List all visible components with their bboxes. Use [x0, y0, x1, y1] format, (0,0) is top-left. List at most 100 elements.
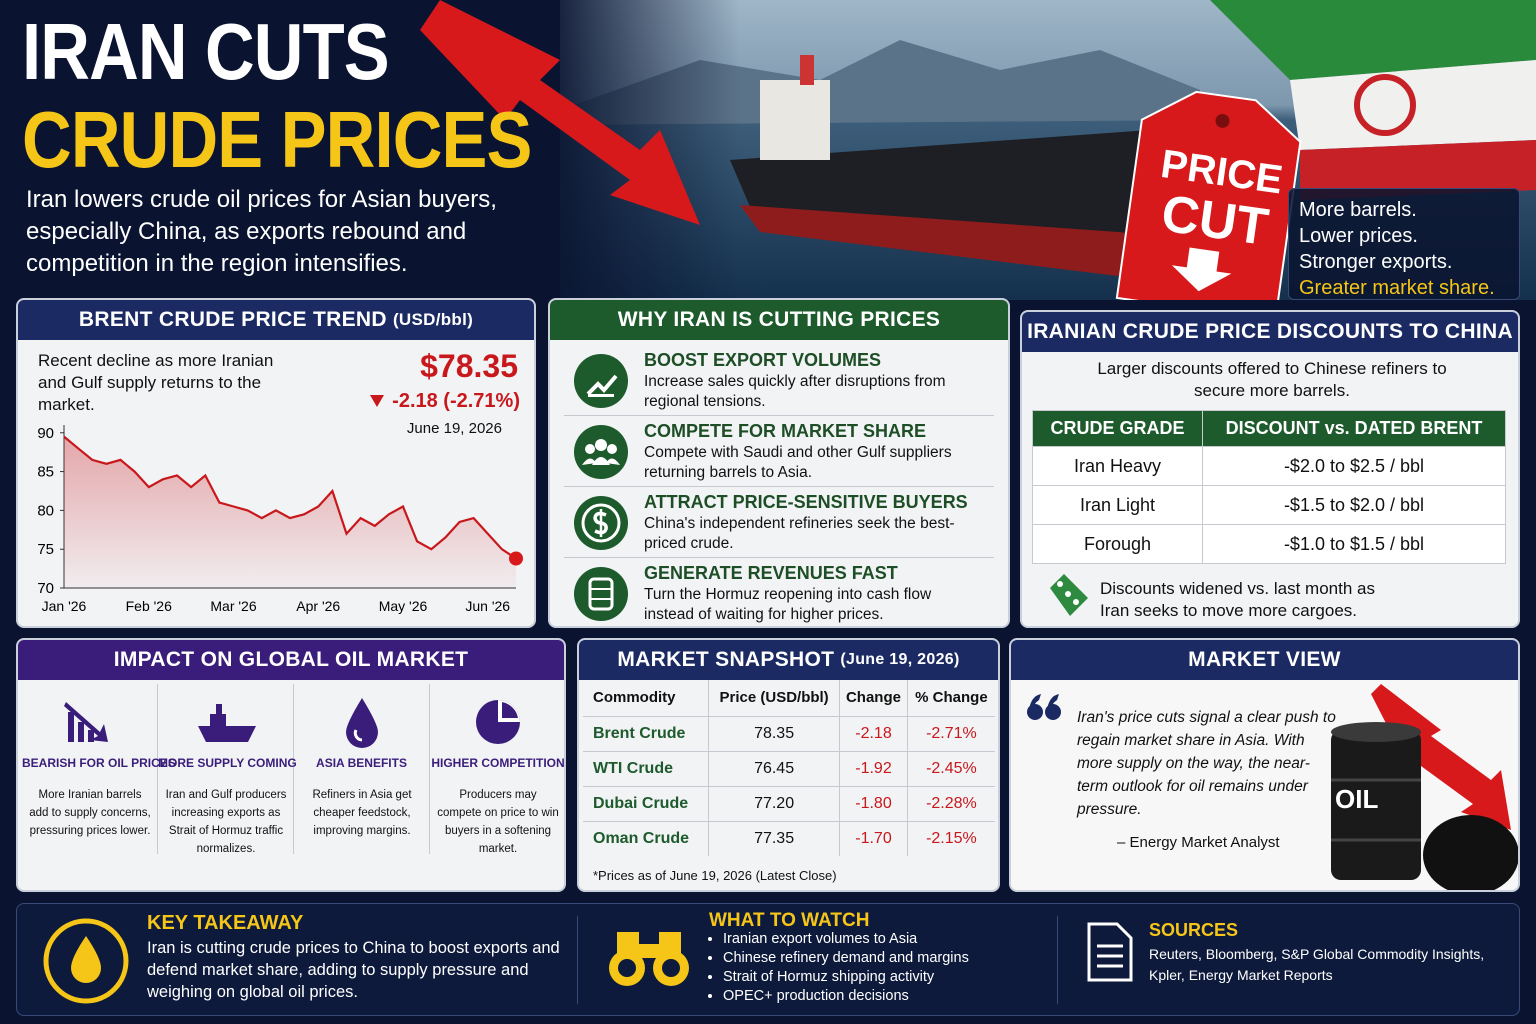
y-tick-label: 80 [37, 502, 54, 519]
brent-change-row: -2.18 (-2.71%) [348, 390, 520, 413]
cell: -$1.5 to $2.0 / bbl [1202, 485, 1506, 525]
unit: (USD/bbl) [392, 310, 474, 329]
takeaway-icon [43, 918, 129, 1004]
why-heading: COMPETE FOR MARKET SHARE [644, 421, 927, 441]
last-point [509, 551, 523, 566]
icon-shape [216, 704, 222, 714]
cell: -2.15% [906, 821, 995, 856]
flag-red [1300, 140, 1536, 200]
hero-point: Greater market share. [1299, 277, 1495, 299]
title-line-2: CRUDE PRICES [22, 95, 532, 184]
cell: Brent Crude [593, 724, 686, 742]
area [64, 436, 516, 588]
discounts-panel: IRANIAN CRUDE PRICE DISCOUNTS TO CHINA L… [1020, 310, 1520, 628]
cell: -2.28% [906, 786, 995, 821]
cell: -$2.0 to $2.5 / bbl [1202, 446, 1506, 486]
header-cell: CRUDE GRADE [1050, 418, 1185, 438]
line [63, 435, 517, 560]
impact-item: ASIA BENEFITS Refiners in Asia get cheape… [294, 684, 430, 854]
why-item: BOOST EXPORT VOLUMES Increase sales quick… [564, 346, 994, 416]
x-tick-label: Jun '26 [465, 598, 510, 614]
header-cell: % Change [906, 680, 995, 716]
why-heading: GENERATE REVENUES FAST [644, 563, 898, 583]
impact-icon [476, 700, 520, 744]
snapshot-table: Commodity Price (USD/bbl) Change% Change Br… [583, 680, 995, 856]
brent-change: -2.18 (-2.71%) [392, 390, 520, 412]
row: Dubai Crude 77.20 -1.80 -2.28% [583, 786, 995, 821]
subtitle: Iran lowers crude oil prices for Asian b… [26, 186, 497, 277]
cell: -2.45% [906, 751, 995, 786]
attribution: – Energy Market Analyst [1117, 834, 1280, 851]
why-heading: ATTRACT PRICE-SENSITIVE BUYERS [644, 492, 968, 512]
cell: -1.70 [839, 821, 908, 856]
document-icon [1087, 922, 1133, 982]
cell: 78.35 [708, 716, 840, 751]
why-text: China's independent refineries seek the … [644, 515, 955, 552]
quote-mark [1027, 694, 1061, 720]
cell: 77.35 [708, 821, 840, 856]
why-icon [574, 354, 628, 408]
takeaway-text: Iran is cutting crude prices to China to… [147, 939, 560, 1001]
ship-waterline [740, 205, 1160, 280]
flag-emblem [1354, 74, 1416, 136]
watch-item: Chinese refinery demand and margins [723, 949, 969, 968]
header-row: Commodity Price (USD/bbl) Change% Change [583, 680, 995, 716]
x-tick-label: Jan '26 [42, 598, 87, 614]
takeaway-title: KEY TAKEAWAY [147, 912, 304, 934]
watch-item: Strait of Hormuz shipping activity [723, 968, 969, 987]
cell: Iran Light [1079, 494, 1156, 515]
row: Oman Crude 77.35 -1.70 -2.15% [583, 821, 995, 856]
panel-header: MARKET SNAPSHOT (June 19, 2026) [579, 640, 998, 680]
header-cell: Commodity [593, 689, 676, 707]
cell: Iran Heavy [1073, 455, 1162, 476]
panel-title: MARKET SNAPSHOT [617, 648, 835, 671]
hero-point: Stronger exports. [1299, 251, 1453, 273]
quote: Iran's price cuts signal a clear push to… [1077, 709, 1336, 818]
icon-shape [581, 503, 621, 543]
cell: 77.20 [708, 786, 840, 821]
ship-bridge [760, 80, 830, 160]
why-panel: WHY IRAN IS CUTTING PRICES BOOST EXPORT … [548, 298, 1010, 628]
brent-panel: BRENT CRUDE PRICE TREND (USD/bbl) Recent… [16, 298, 536, 628]
icon-shape [88, 730, 94, 742]
brent-price: $78.35 [420, 348, 518, 384]
divider [1057, 916, 1058, 1004]
price-tag [1115, 90, 1302, 300]
row: Iran Light -$1.5 to $2.0 / bbl [1032, 485, 1506, 525]
hero-art [420, 0, 1536, 300]
discounts-note: Larger discounts offered to Chinese refi… [1097, 359, 1447, 400]
x-tick-label: Feb '26 [126, 598, 172, 614]
cell: Oman Crude [593, 829, 690, 847]
watch-item: OPEC+ production decisions [723, 987, 969, 1006]
y-tick-label: 70 [37, 580, 54, 597]
header-cell: DISCOUNT vs. DATED BRENT [1202, 410, 1506, 447]
barrel-label: OIL [1335, 784, 1379, 814]
impact-item: BEARISH FOR OIL PRICES More Iranian barre… [22, 684, 176, 854]
cell: Dubai Crude [593, 794, 689, 812]
header-cell: Price (USD/bbl) [708, 680, 840, 716]
flag-green [1210, 0, 1536, 80]
why-text: Compete with Saudi and other Gulf suppli… [644, 444, 952, 481]
icon-shape [582, 458, 620, 465]
icon-shape [198, 726, 256, 742]
binoculars-icon [609, 932, 689, 986]
watch-title: WHAT TO WATCH [709, 910, 870, 931]
impact-text: Iran and Gulf producers increasing expor… [165, 789, 287, 855]
snapshot-footnote: *Prices as of June 19, 2026 (Latest Clos… [593, 868, 837, 883]
impact-heading: HIGHER COMPETITION [431, 756, 565, 770]
icon-shape [607, 444, 617, 454]
panel-header: WHY IRAN IS CUTTING PRICES [550, 300, 1008, 340]
icon-shape [588, 394, 614, 397]
barrel-art [1331, 684, 1518, 890]
row: Iran Heavy -$2.0 to $2.5 / bbl [1032, 446, 1506, 486]
why-heading: BOOST EXPORT VOLUMES [644, 350, 882, 370]
why-text: Increase sales quickly after disruptions… [644, 373, 946, 410]
impact-text: Refiners in Asia get cheaper feedstock, … [312, 789, 412, 837]
icon-shape [346, 698, 378, 748]
market-view-panel: MARKET VIEW Iran's price cuts signal a c… [1009, 638, 1520, 892]
ship-funnel [800, 55, 814, 85]
panel-header: IMPACT ON GLOBAL OIL MARKET [18, 640, 564, 680]
brent-date: June 19, 2026 [406, 420, 502, 437]
title-line-1: IRAN CUTS [22, 7, 390, 96]
